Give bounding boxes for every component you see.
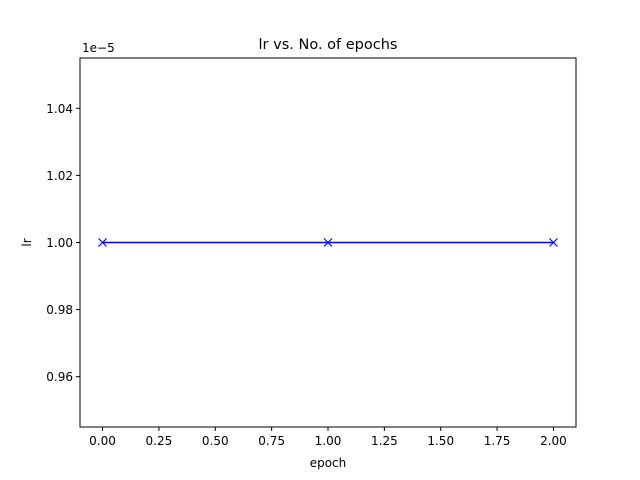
- series-layer: [98, 238, 558, 247]
- chart-title: lr vs. No. of epochs: [259, 37, 398, 53]
- y-offset-label: 1e−5: [82, 41, 115, 55]
- x-tick-label: 1.25: [371, 434, 398, 448]
- y-axis-label: lr: [20, 238, 34, 246]
- data-point-marker: [98, 238, 107, 247]
- x-axis-ticks: 0.00 0.25 0.50 0.75 1.00 1.25 1.50 1.75 2.00: [89, 427, 567, 448]
- x-tick-label: 1.00: [315, 434, 342, 448]
- x-tick-label: 0.75: [258, 434, 285, 448]
- x-tick-label: 0.25: [146, 434, 173, 448]
- x-tick-label: 0.00: [89, 434, 116, 448]
- data-point-marker: [323, 238, 333, 247]
- y-tick-label: 0.96: [46, 370, 73, 384]
- x-tick-label: 1.75: [484, 434, 511, 448]
- plot-frame: [79, 57, 577, 428]
- y-tick-label: 1.02: [46, 169, 73, 183]
- x-tick-label: 2.00: [540, 434, 567, 448]
- y-tick-label: 1.04: [46, 102, 73, 116]
- y-tick-label: 0.98: [46, 303, 73, 317]
- x-tick-label: 1.50: [427, 434, 454, 448]
- data-point-marker: [549, 238, 558, 247]
- y-tick-label: 1.00: [46, 236, 73, 250]
- y-axis-ticks: 0.96 0.98 1.00 1.02 1.04: [46, 102, 80, 384]
- x-tick-label: 0.50: [202, 434, 229, 448]
- x-axis-label: epoch: [310, 456, 347, 470]
